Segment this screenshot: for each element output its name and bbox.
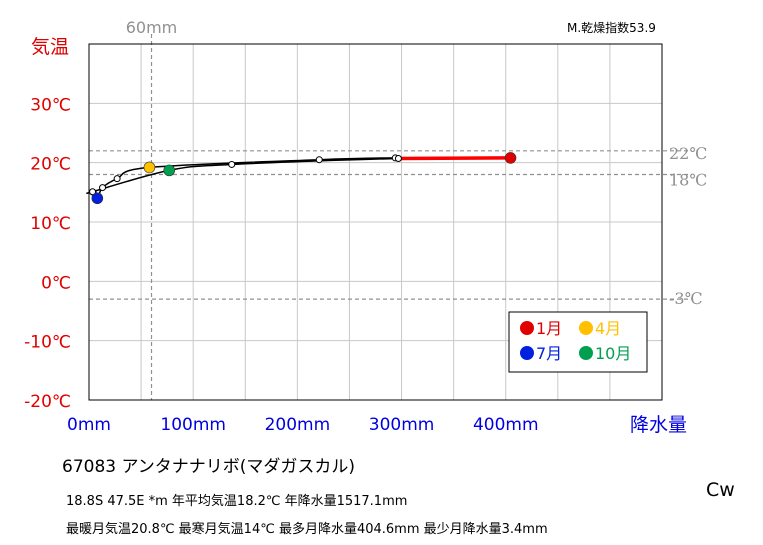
reference-label: 22℃ xyxy=(669,144,707,163)
precipitation-axis-label: 降水量 xyxy=(630,414,687,436)
temperature-tick-labels: 30℃ 20℃ 10℃ 0℃ -10℃ -20℃ xyxy=(24,95,71,412)
legend-label-10: 10月 xyxy=(595,344,631,363)
legend-label-7: 7月 xyxy=(536,344,562,363)
temperature-tick-label: 30℃ xyxy=(30,95,71,115)
reference-lines xyxy=(89,34,692,400)
plot-frame xyxy=(88,43,663,401)
reference-label: 60mm xyxy=(126,18,178,37)
month-point-6 xyxy=(99,184,107,192)
precipitation-tick-label: 400mm xyxy=(473,415,539,435)
temperature-tick-label: 10℃ xyxy=(30,214,71,234)
legend-marker-10 xyxy=(579,346,593,360)
dryness-index: M.乾燥指数53.9 xyxy=(567,21,656,35)
legend-marker-1 xyxy=(520,321,534,335)
reference-labels: 22℃ 18℃ -3℃ 60mm xyxy=(126,18,708,308)
month-point-12 xyxy=(394,155,402,163)
month-point-1 xyxy=(504,152,517,164)
legend-label-1: 1月 xyxy=(536,319,562,338)
precipitation-tick-labels: 0mm 100mm 200mm 300mm 400mm xyxy=(67,415,538,435)
station-title: 67083 アンタナナリボ(マダガスカル) xyxy=(62,457,356,477)
precipitation-tick-label: 100mm xyxy=(160,415,226,435)
precipitation-tick-label: 0mm xyxy=(67,415,111,435)
month-point-4 xyxy=(143,161,156,174)
month-points xyxy=(89,152,517,205)
climate-code: Cw xyxy=(706,479,735,501)
month-point-11 xyxy=(228,160,236,168)
precipitation-tick-label: 200mm xyxy=(265,415,331,435)
month-point-9 xyxy=(89,188,97,196)
legend-label-4: 4月 xyxy=(595,319,621,338)
temperature-tick-label: -10℃ xyxy=(24,333,71,353)
month-point-5 xyxy=(113,175,121,183)
reference-label: 18℃ xyxy=(669,171,707,190)
precipitation-tick-label: 300mm xyxy=(369,415,435,435)
legend-box xyxy=(508,311,648,373)
legend: 1月 4月 7月 10月 xyxy=(508,311,648,373)
temperature-tick-label: 20℃ xyxy=(30,155,71,175)
month-point-10 xyxy=(163,164,176,177)
legend-marker-7 xyxy=(520,346,534,360)
reference-label: -3℃ xyxy=(669,289,702,308)
month-point-7 xyxy=(91,192,104,205)
temperature-tick-label: 0℃ xyxy=(41,273,71,293)
station-info-line2: 最暖月気温20.8℃ 最寒月気温14℃ 最多月降水量404.6mm 最少月降水量… xyxy=(66,522,548,537)
month-point-3 xyxy=(315,156,323,164)
station-info-line1: 18.8S 47.5E *m 年平均気温18.2℃ 年降水量1517.1mm xyxy=(66,494,408,509)
january-segment xyxy=(398,156,511,161)
temperature-axis-label: 気温 xyxy=(31,36,69,58)
grid-lines xyxy=(89,44,662,400)
legend-marker-4 xyxy=(579,321,593,335)
temperature-tick-label: -20℃ xyxy=(24,392,71,412)
